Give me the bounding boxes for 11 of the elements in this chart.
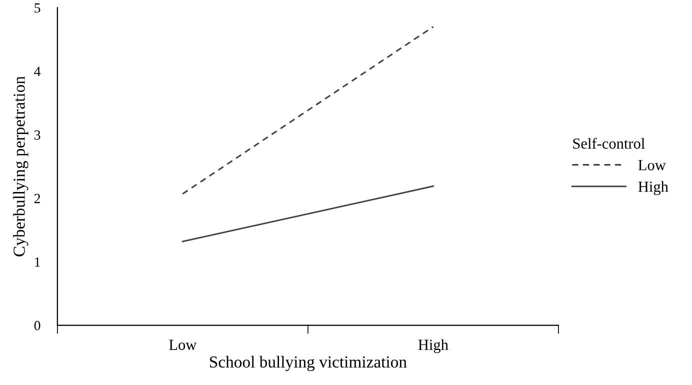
y-tick-label: 4 <box>34 66 41 76</box>
y-tick-label: 3 <box>34 130 40 140</box>
x-axis-title: School bullying victimization <box>210 356 407 372</box>
y-tick-label: 5 <box>34 3 40 13</box>
y-tick-label: 2 <box>34 194 40 204</box>
legend-label: Low <box>638 160 666 170</box>
legend-title: Self-control <box>573 138 645 149</box>
y-axis-title: Cyberbullying perpetration <box>13 76 28 256</box>
legend-label: High <box>638 181 668 196</box>
y-tick-label: 1 <box>35 257 40 267</box>
y-tick-label: 0 <box>34 320 40 330</box>
